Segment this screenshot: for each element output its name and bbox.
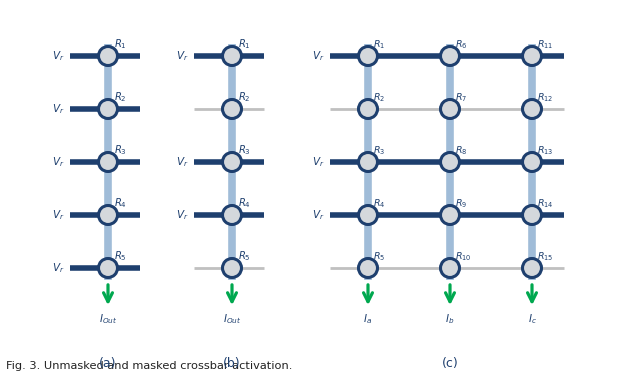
Text: $R_{7}$: $R_{7}$ [455, 91, 467, 104]
Text: $R_{1}$: $R_{1}$ [114, 37, 127, 51]
Text: $I_b$: $I_b$ [445, 312, 455, 326]
Text: $R_{5}$: $R_{5}$ [238, 249, 251, 263]
Circle shape [523, 205, 542, 225]
Circle shape [359, 100, 378, 119]
Circle shape [523, 259, 542, 278]
Text: $R_{5}$: $R_{5}$ [373, 251, 385, 263]
Text: $V_r$: $V_r$ [311, 208, 324, 222]
Text: $V_r$: $V_r$ [175, 49, 188, 63]
Text: $R_{9}$: $R_{9}$ [455, 198, 467, 210]
Circle shape [98, 205, 117, 225]
Text: $R_{4}$: $R_{4}$ [114, 196, 127, 210]
Text: $V_r$: $V_r$ [52, 49, 64, 63]
Circle shape [359, 259, 378, 278]
Text: (c): (c) [441, 357, 458, 371]
Circle shape [440, 100, 459, 119]
Circle shape [440, 205, 459, 225]
Text: $R_{1}$: $R_{1}$ [238, 37, 251, 51]
Circle shape [359, 205, 378, 225]
Circle shape [440, 46, 459, 66]
Circle shape [523, 46, 542, 66]
Text: Fig. 3. Unmasked and masked crossbar activation.: Fig. 3. Unmasked and masked crossbar act… [6, 361, 293, 371]
Text: (a): (a) [100, 357, 117, 371]
Text: $V_r$: $V_r$ [52, 102, 64, 116]
Text: $R_{5}$: $R_{5}$ [114, 249, 127, 263]
Text: $R_{10}$: $R_{10}$ [455, 251, 471, 263]
Text: $R_{2}$: $R_{2}$ [373, 91, 385, 104]
Text: $R_{11}$: $R_{11}$ [537, 39, 553, 51]
Text: (b): (b) [223, 357, 241, 371]
Circle shape [523, 100, 542, 119]
Text: $I_{Out}$: $I_{Out}$ [223, 312, 241, 326]
Circle shape [523, 152, 542, 171]
Text: $R_{2}$: $R_{2}$ [114, 90, 126, 104]
Text: $V_r$: $V_r$ [175, 208, 188, 222]
Circle shape [440, 152, 459, 171]
Text: $R_{12}$: $R_{12}$ [537, 91, 553, 104]
Text: $V_r$: $V_r$ [52, 155, 64, 169]
Text: $V_r$: $V_r$ [311, 155, 324, 169]
Text: $R_{3}$: $R_{3}$ [373, 144, 385, 157]
Text: $R_{4}$: $R_{4}$ [373, 198, 385, 210]
Text: $I_c$: $I_c$ [528, 312, 537, 326]
Circle shape [223, 205, 242, 225]
Circle shape [359, 46, 378, 66]
Circle shape [359, 152, 378, 171]
Circle shape [440, 259, 459, 278]
Text: $R_{15}$: $R_{15}$ [537, 251, 553, 263]
Circle shape [223, 259, 242, 278]
Text: $R_{3}$: $R_{3}$ [238, 143, 251, 157]
Text: $V_r$: $V_r$ [52, 208, 64, 222]
Circle shape [223, 100, 242, 119]
Circle shape [98, 259, 117, 278]
Circle shape [98, 152, 117, 171]
Circle shape [223, 46, 242, 66]
Circle shape [98, 100, 117, 119]
Text: $V_r$: $V_r$ [175, 155, 188, 169]
Text: $R_{1}$: $R_{1}$ [373, 39, 385, 51]
Text: $R_{14}$: $R_{14}$ [537, 198, 554, 210]
Text: $R_{6}$: $R_{6}$ [455, 39, 468, 51]
Text: $V_r$: $V_r$ [52, 261, 64, 275]
Circle shape [98, 46, 117, 66]
Text: $R_{3}$: $R_{3}$ [114, 143, 127, 157]
Text: $R_{13}$: $R_{13}$ [537, 144, 553, 157]
Text: $R_{4}$: $R_{4}$ [238, 196, 251, 210]
Text: $R_{8}$: $R_{8}$ [455, 144, 468, 157]
Circle shape [223, 152, 242, 171]
Text: $I_a$: $I_a$ [364, 312, 373, 326]
Text: $I_{Out}$: $I_{Out}$ [99, 312, 117, 326]
Text: $R_{2}$: $R_{2}$ [238, 90, 251, 104]
Text: $V_r$: $V_r$ [311, 49, 324, 63]
